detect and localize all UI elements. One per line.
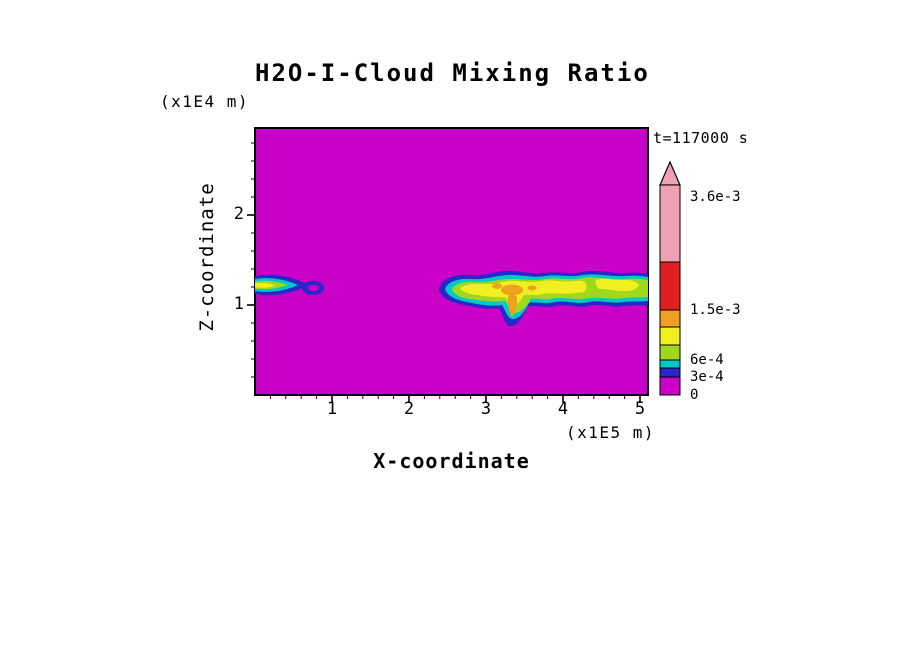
colorbar-label: 6e-4: [690, 352, 724, 368]
x-tick-label: 2: [403, 399, 415, 419]
colorbar: [659, 160, 681, 396]
colorbar-segment: [659, 367, 681, 378]
fall-streak-orange-core: [507, 294, 518, 317]
x-axis-unit-label: (x1E5 m): [565, 423, 655, 442]
axis-ticks: [247, 142, 641, 403]
plot-frame: [254, 127, 649, 396]
time-annotation: t=117000 s: [653, 129, 749, 147]
y-axis-unit-label: (x1E4 m): [160, 92, 250, 111]
colorbar-segment: [659, 326, 681, 346]
orange-core-west: [492, 283, 502, 289]
orange-core-east: [527, 285, 537, 291]
colorbar-segments: [659, 184, 681, 396]
y-tick-label: 1: [233, 294, 244, 314]
chart-title: H2O-I-Cloud Mixing Ratio: [255, 59, 650, 87]
colorbar-label: 3.6e-3: [690, 189, 741, 205]
x-tick-label: 3: [480, 399, 492, 419]
detached-blue-curl: [302, 281, 324, 295]
colorbar-segment: [659, 184, 681, 263]
curl-ring-hole: [308, 284, 319, 292]
colorbar-label: 0: [690, 387, 699, 403]
y-tick-label: 2: [233, 204, 244, 224]
orange-core-main: [501, 284, 523, 296]
x-tick-label: 1: [326, 399, 338, 419]
colorbar-segment: [659, 261, 681, 311]
colorbar-segment: [659, 344, 681, 361]
main-cloud-yellow-contour-west: [460, 280, 587, 307]
colorbar-segment: [659, 376, 681, 396]
x-axis-title: X-coordinate: [373, 449, 530, 473]
colorbar-label: 3e-4: [690, 369, 724, 385]
contour-field: [255, 271, 648, 327]
left-cloud-lens: [255, 274, 308, 296]
left-cloud-yellow-contour: [255, 283, 276, 288]
main-cloud-yellow-contour-east: [595, 278, 639, 292]
x-tick-label: 5: [634, 399, 646, 419]
colorbar-overflow-arrow: [659, 160, 681, 186]
contour-plot: [247, 127, 649, 403]
colorbar-label: 1.5e-3: [690, 302, 741, 318]
x-tick-label: 4: [557, 399, 569, 419]
main-cloud-band: [439, 271, 648, 327]
colorbar-segment: [659, 309, 681, 328]
colorbar-segment: [659, 359, 681, 369]
